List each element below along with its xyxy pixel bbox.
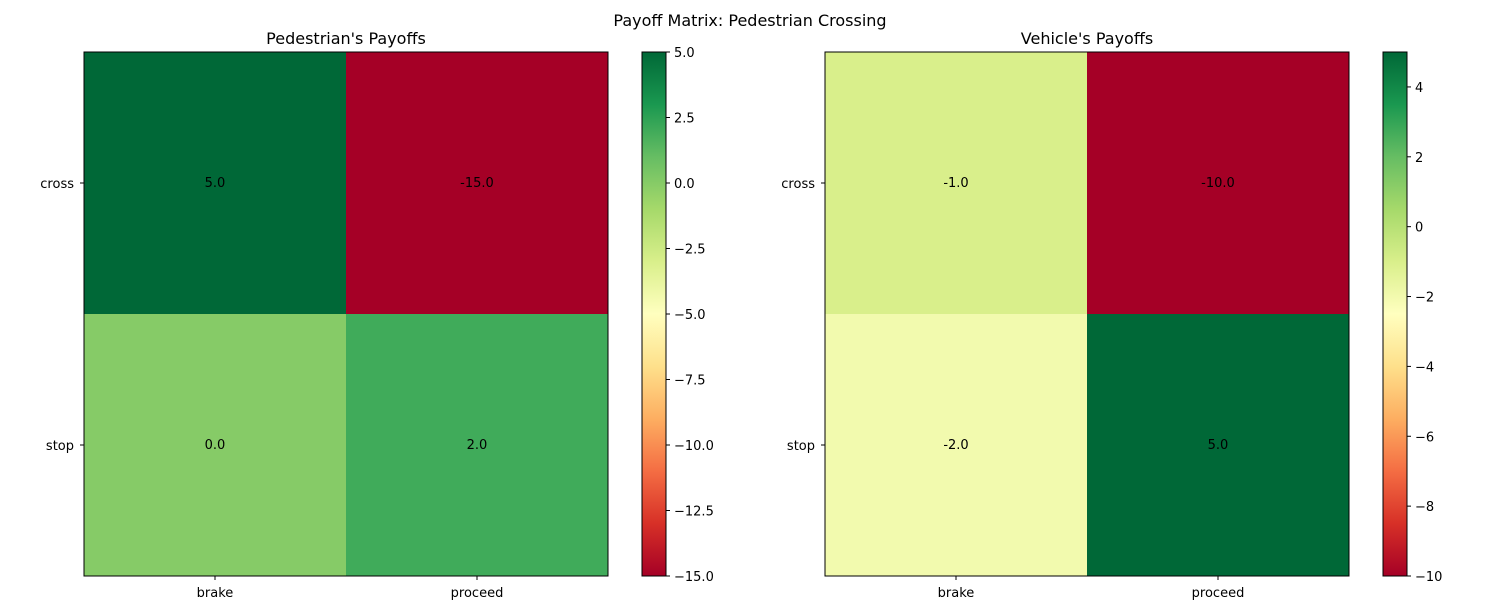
x-tick-label: proceed xyxy=(1192,586,1245,600)
colorbar-tick-label: 5.0 xyxy=(674,46,695,61)
cell-value-label: -10.0 xyxy=(1201,176,1235,191)
heatmap-panel-1: Pedestrian's Payoffs 5.0 -15.0 0.0 2.0 brake p… xyxy=(40,29,714,600)
heatmap-cell xyxy=(825,314,1087,576)
heatmap-cell xyxy=(1087,52,1349,314)
colorbar xyxy=(641,51,667,577)
heatmap-cell xyxy=(346,314,608,576)
colorbar-tick-label: 0 xyxy=(1415,221,1423,236)
heatmap-cell xyxy=(825,52,1087,314)
y-tick-label: stop xyxy=(787,439,815,454)
colorbar-tick-label: −7.5 xyxy=(674,374,706,389)
colorbar-tick-label: −15.0 xyxy=(674,570,714,585)
cell-value-label: -1.0 xyxy=(943,176,968,191)
cell-value-label: 0.0 xyxy=(205,438,226,453)
colorbar-tick-label: −4 xyxy=(1415,360,1434,375)
y-tick-label: cross xyxy=(40,177,74,192)
colorbar-tick-label: −10 xyxy=(1415,570,1442,585)
y-tick-label: cross xyxy=(781,177,815,192)
heatmap-cell xyxy=(84,314,346,576)
colorbar xyxy=(1382,51,1408,577)
x-tick-label: proceed xyxy=(451,586,504,600)
cell-value-label: -2.0 xyxy=(943,438,968,453)
x-tick-label: brake xyxy=(938,586,975,600)
colorbar-tick-label: −5.0 xyxy=(674,308,706,323)
cell-value-label: -15.0 xyxy=(460,176,494,191)
colorbar-tick-label: −8 xyxy=(1415,500,1434,515)
x-tick-label: brake xyxy=(197,586,234,600)
colorbar-tick-label: 2.5 xyxy=(674,112,695,127)
cell-value-label: 5.0 xyxy=(205,176,226,191)
figure-title: Payoff Matrix: Pedestrian Crossing xyxy=(613,11,886,30)
plot-frame xyxy=(824,51,1350,577)
colorbar-tick-label: 2 xyxy=(1415,151,1423,166)
panel-title: Pedestrian's Payoffs xyxy=(266,29,426,48)
heatmap-panel-2: Vehicle's Payoffs -1.0 -10.0 -2.0 5.0 brake pr… xyxy=(781,29,1442,600)
y-tick-label: stop xyxy=(46,439,74,454)
colorbar-tick-label: 4 xyxy=(1415,81,1423,96)
colorbar-tick-label: −10.0 xyxy=(674,439,714,454)
colorbar-tick-label: −2.5 xyxy=(674,243,706,258)
plot-frame xyxy=(83,51,609,577)
colorbar-tick-label: −12.5 xyxy=(674,505,714,520)
colorbar-tick-label: 0.0 xyxy=(674,177,695,192)
colorbar-tick-label: −6 xyxy=(1415,430,1434,445)
colorbar-tick-label: −2 xyxy=(1415,291,1434,306)
cell-value-label: 5.0 xyxy=(1208,438,1229,453)
cell-value-label: 2.0 xyxy=(467,438,488,453)
heatmap-cell xyxy=(84,52,346,314)
heatmap-cell xyxy=(1087,314,1349,576)
heatmap-cell xyxy=(346,52,608,314)
panel-title: Vehicle's Payoffs xyxy=(1021,29,1153,48)
